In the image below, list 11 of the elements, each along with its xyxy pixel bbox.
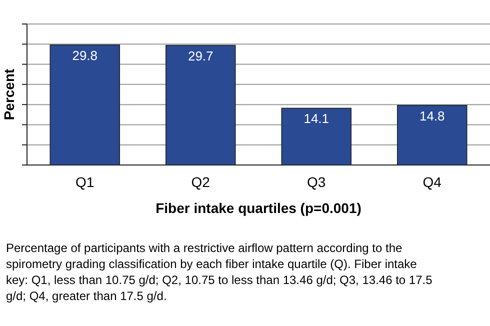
x-axis-title: Fiber intake quartiles (p=0.001): [156, 200, 362, 216]
x-tick-label: Q3: [307, 174, 326, 190]
x-tick-label: Q4: [422, 174, 442, 190]
data-label: 29.8: [72, 48, 98, 63]
data-label: 14.8: [419, 108, 445, 124]
text: Percentage of participants with a restrictive airflow pattern according to the spirometry grading classification by each fiber intake quartile (Q). Fiber intake key: Q1, less than 10.75 g/d; Q2, 10.75 to less than 13.46 g/d; Q3, 13.46 to 17.5 g/d; Q4, greater than 17.5 g/d.: [6, 241, 433, 303]
x-tick-label: Q2: [191, 174, 210, 190]
y-axis-title: Percent: [1, 68, 17, 120]
data-label: 14.1: [304, 111, 330, 126]
x-tick-label: Q1: [76, 174, 94, 190]
data-label: 29.7: [188, 48, 214, 64]
